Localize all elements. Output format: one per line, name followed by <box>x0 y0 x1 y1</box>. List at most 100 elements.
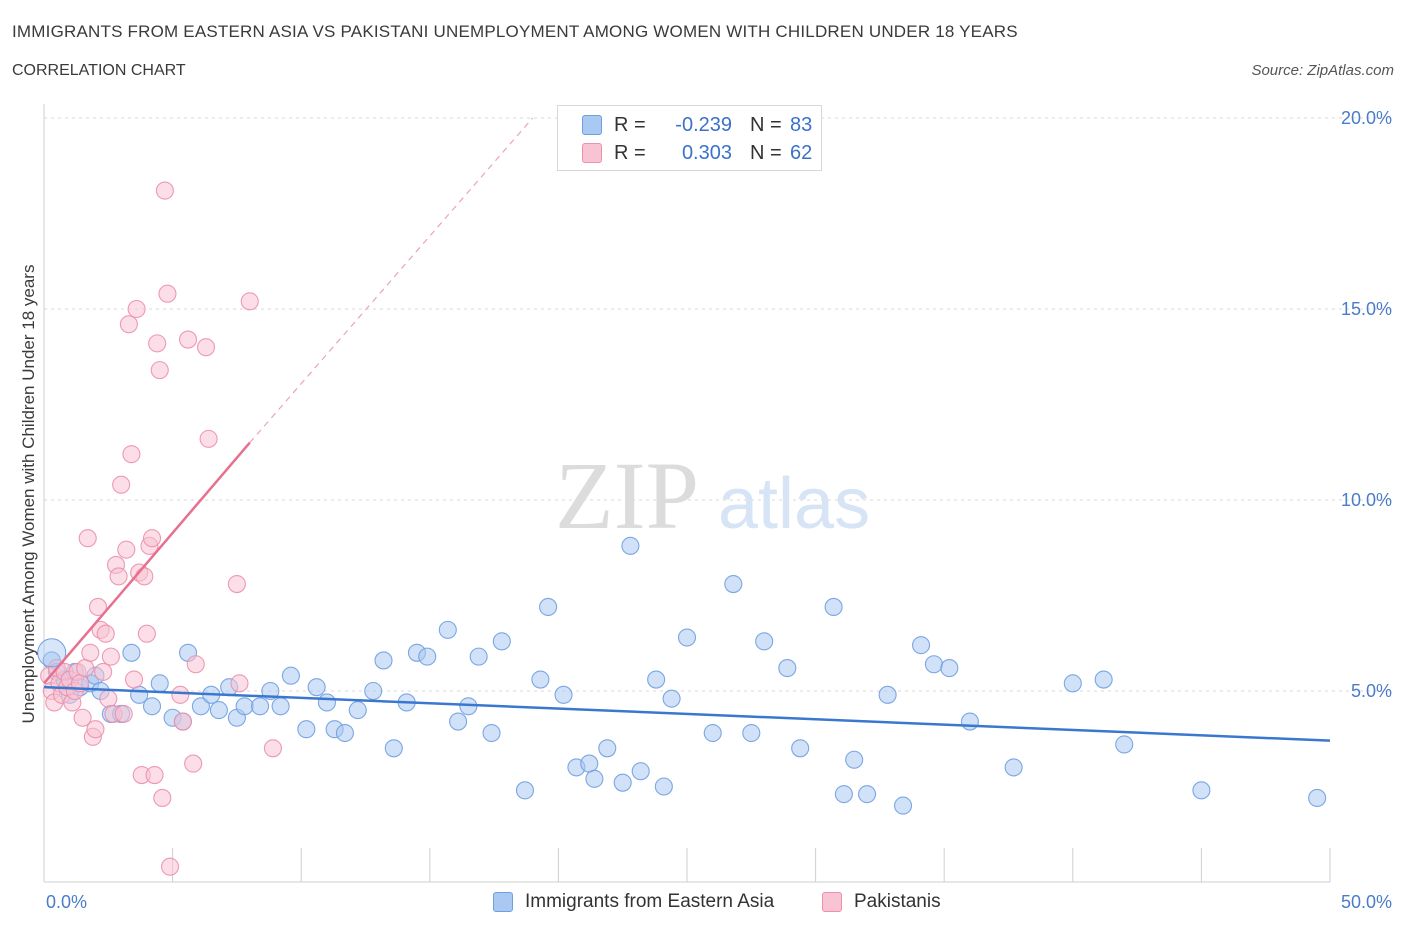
data-point <box>86 720 105 739</box>
x-tick-label-min: 0.0% <box>46 892 87 912</box>
data-point <box>114 704 133 723</box>
data-point <box>317 693 336 712</box>
data-point <box>845 750 864 769</box>
data-point <box>271 697 290 716</box>
y-axis-label: Unemployment Among Women with Children U… <box>19 265 38 724</box>
data-point <box>654 777 673 796</box>
data-point <box>598 739 617 758</box>
data-point <box>297 720 316 739</box>
bottom-legend-eastern-asia: Immigrants from Eastern Asia <box>493 889 774 915</box>
y-tick-label: 5.0% <box>1351 681 1392 701</box>
y-tick-label: 10.0% <box>1341 490 1392 510</box>
grid-lines <box>44 117 1392 692</box>
data-point <box>122 445 141 464</box>
data-point <box>585 769 604 788</box>
data-point <box>155 181 174 200</box>
data-point <box>178 330 198 349</box>
data-point <box>137 624 156 643</box>
data-point <box>240 292 259 311</box>
x-tick-label-max: 50.0% <box>1341 892 1392 912</box>
data-point <box>76 659 95 678</box>
legend-r-label: R = <box>614 141 646 164</box>
data-point <box>235 697 254 716</box>
data-point <box>119 315 138 334</box>
bottom-legend-swatch-eastern-asia <box>493 892 513 912</box>
data-point <box>791 739 810 758</box>
data-point <box>677 628 697 647</box>
legend-n-label: N = <box>750 141 782 164</box>
data-point <box>1063 674 1082 693</box>
bottom-legend-label: Pakistanis <box>854 891 941 912</box>
data-point <box>834 785 853 804</box>
data-point <box>364 681 383 701</box>
data-point <box>724 574 743 594</box>
legend-r-value: 0.303 <box>681 141 732 164</box>
data-point <box>1115 735 1134 754</box>
data-point <box>531 670 550 689</box>
data-point <box>94 662 113 681</box>
legend-swatch-eastern-asia <box>582 115 602 135</box>
data-point <box>150 674 169 693</box>
data-point <box>960 712 979 731</box>
data-point <box>78 529 97 548</box>
data-point <box>912 636 931 655</box>
tick-labels: 5.0% 10.0% 15.0% 20.0% 0.0% 50.0% <box>46 108 1392 912</box>
data-point <box>824 597 843 617</box>
watermark: ZIP atlas <box>555 442 870 549</box>
data-point <box>1308 788 1327 808</box>
data-point <box>173 712 192 731</box>
legend-row-eastern-asia: R = -0.239 N = 83 <box>582 112 812 138</box>
data-point <box>109 567 128 586</box>
legend-r-value: -0.239 <box>675 113 732 136</box>
chart-title: IMMIGRANTS FROM EASTERN ASIA VS PAKISTAN… <box>12 22 1018 41</box>
data-point <box>857 785 877 804</box>
data-point <box>148 334 167 353</box>
watermark-atlas: atlas <box>718 464 870 544</box>
bottom-legend-pakistanis: Pakistanis <box>822 889 941 915</box>
data-point <box>101 647 120 666</box>
data-point <box>196 338 216 357</box>
data-point <box>191 697 210 716</box>
trend-line-pakistanis <box>43 441 251 685</box>
data-point <box>307 678 326 697</box>
data-point <box>124 670 144 689</box>
data-point <box>418 647 437 666</box>
data-point <box>1004 758 1023 777</box>
legend-n-value: 62 <box>790 141 813 164</box>
data-point <box>150 361 169 380</box>
data-point <box>186 655 205 674</box>
data-point <box>613 773 632 792</box>
data-point <box>924 655 943 674</box>
data-point <box>160 857 180 876</box>
data-point <box>554 685 573 704</box>
bottom-legend-label: Immigrants from Eastern Asia <box>525 891 775 912</box>
data-point <box>135 567 154 586</box>
correlation-legend: R = -0.239 N = 83 R = 0.303 N = 62 <box>557 105 822 171</box>
legend-n-label: N = <box>750 113 782 136</box>
data-point <box>438 620 457 639</box>
data-point <box>142 697 162 716</box>
data-point <box>184 754 203 773</box>
legend-row-pakistanis: R = 0.303 N = 62 <box>582 140 812 166</box>
data-point <box>539 597 558 617</box>
data-point <box>755 632 774 651</box>
data-point <box>449 712 468 731</box>
data-point <box>230 674 249 693</box>
data-point <box>199 429 218 448</box>
data-point <box>384 739 403 758</box>
data-point <box>145 765 164 785</box>
data-point <box>263 739 282 758</box>
data-point <box>348 701 367 720</box>
trend-lines <box>43 117 1331 742</box>
data-point <box>227 574 246 594</box>
data-point <box>171 685 190 704</box>
data-point <box>940 659 959 678</box>
data-point <box>580 754 599 773</box>
data-point <box>662 689 681 708</box>
data-point <box>88 597 108 617</box>
data-point <box>893 796 913 815</box>
data-point <box>81 643 100 662</box>
legend-r-label: R = <box>614 113 646 136</box>
data-point <box>122 643 141 662</box>
chart-subtitle: CORRELATION CHART <box>12 62 186 79</box>
